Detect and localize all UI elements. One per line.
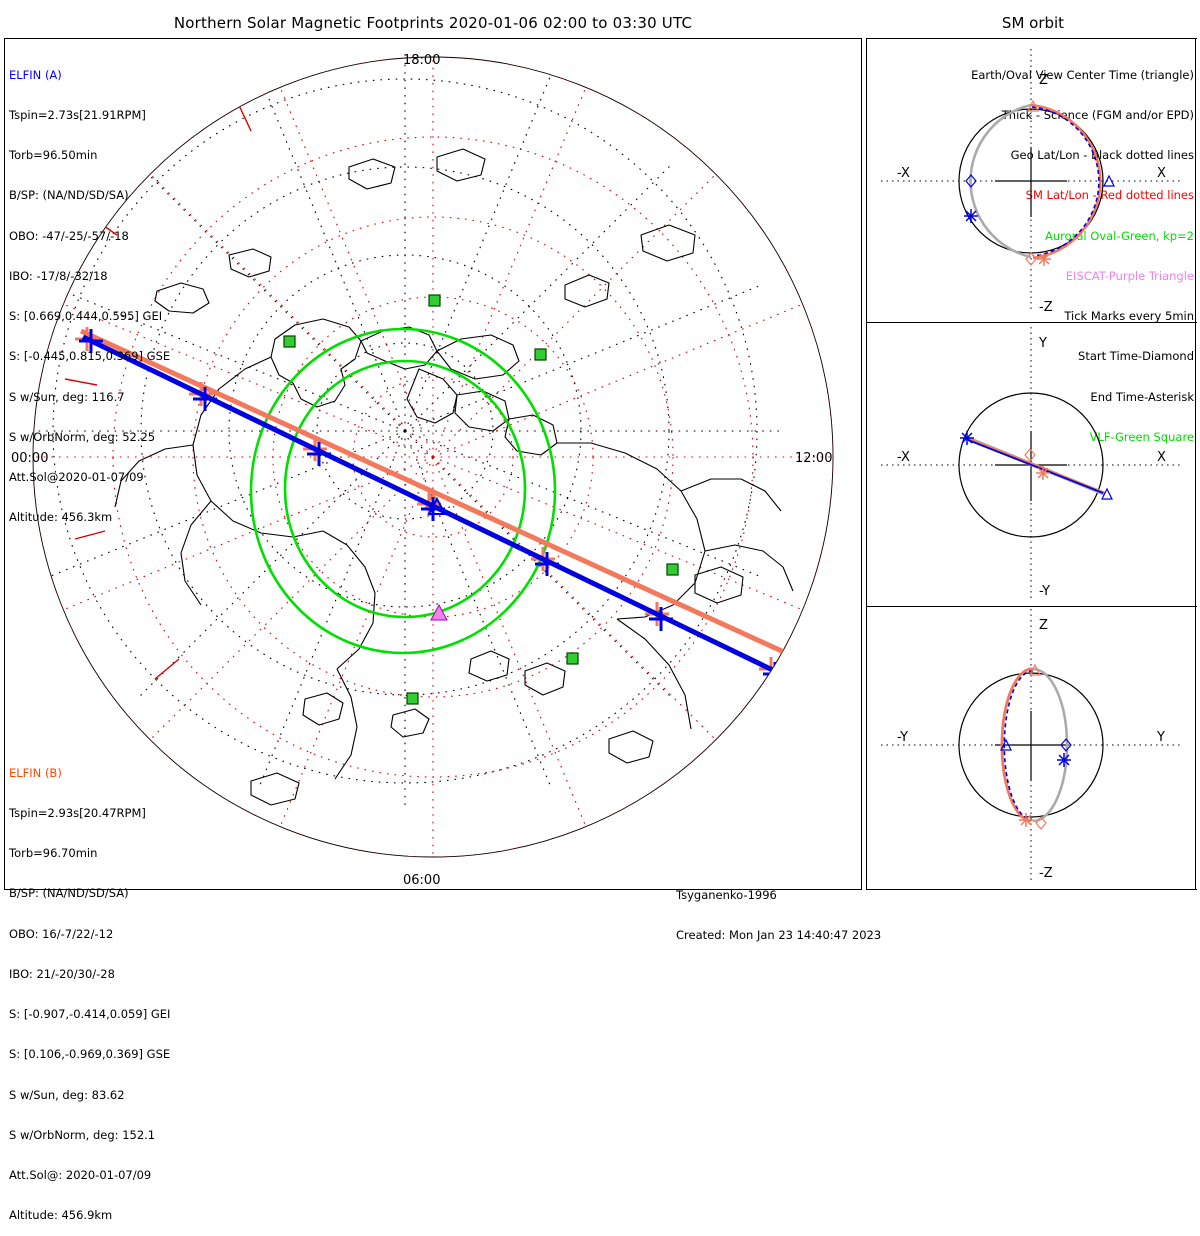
legend-entry-3: SM Lat/Lon - Red dotted lines	[1025, 188, 1194, 203]
footer-text: Tsyganenko-1996 Created: Mon Jan 23 14:4…	[676, 862, 881, 956]
orbit-xz-diamond-left	[965, 174, 977, 188]
orbit-yz-asterisk-b	[1019, 813, 1033, 827]
end-time-asterisk-a	[829, 690, 833, 708]
spacecraft-b-line-8: S w/OrbNorm, deg: 152.1	[9, 1127, 156, 1142]
orbit-yz-diamond-right	[1060, 738, 1072, 752]
orbit-xy-label-up: Y	[1038, 336, 1047, 351]
sm-orbit-panel-xz[interactable]: Z -Z -X X	[867, 38, 1197, 322]
spacecraft-a-info: ELFIN (A) Tspin=2.73s[21.91RPM] Torb=96.…	[9, 42, 170, 538]
orbit-xz-trace-grey	[969, 103, 1032, 259]
mlt-label-left: 00:00	[11, 451, 48, 466]
center-time-triangle-a	[427, 496, 447, 515]
spacecraft-a-name: ELFIN (A)	[9, 67, 62, 82]
orbit-xy-label-right: X	[1157, 450, 1166, 465]
legend-entry-0: Earth/Oval View Center Time (triangle)	[971, 67, 1194, 82]
orbit-xz-label-up: Z	[1039, 73, 1048, 88]
orbit-yz-trace-a	[1003, 670, 1034, 821]
legend-entry-5: EISCAT-Purple Triangle	[1065, 268, 1194, 283]
orbit-xy-label-left: -X	[897, 450, 910, 465]
orbit-xz-trace-b	[1030, 103, 1102, 260]
orbit-xz-label-down: -Z	[1039, 300, 1053, 315]
spacecraft-b-line-5: S: [-0.907,-0.414,0.059] GEI	[9, 1007, 171, 1022]
footprint-map-panel[interactable]: 18:00 00:00 12:00 06:00	[4, 38, 862, 890]
orbit-xz-asterisk-left	[964, 209, 978, 223]
spacecraft-b-line-0: Tspin=2.93s[20.47RPM]	[9, 806, 146, 821]
orbit-yz-trace-grey	[1032, 667, 1069, 823]
spacecraft-a-line-9: Att.Sol@2020-01-07/09	[9, 470, 144, 484]
spacecraft-a-line-2: B/SP: (NA/ND/SD/SA)	[9, 188, 129, 203]
orbit-xz-label-left: -X	[897, 166, 910, 181]
orbit-xy-diamond-start	[1024, 448, 1036, 462]
spacecraft-a-line-6: S: [-0.445,0.815,0.369] GSE	[9, 349, 171, 364]
orbit-xz-triangle-right	[1103, 174, 1115, 187]
orbit-xy-asterisk-b	[1036, 466, 1050, 480]
orbit-yz-asterisk	[1057, 753, 1071, 767]
spacecraft-a-line-1: Torb=96.50min	[9, 148, 98, 163]
legend-entry-6: Tick Marks every 5min	[1064, 309, 1194, 324]
orbit-xy-triangle-end	[1101, 487, 1113, 500]
orbit-xz-asterisk-bottom	[1037, 252, 1051, 266]
orbit-yz-label-left: -Y	[897, 730, 908, 745]
spacecraft-b-info: ELFIN (B) Tspin=2.93s[20.47RPM] Torb=96.…	[9, 740, 170, 1236]
sm-orbit-column: Z -Z -X X	[866, 38, 1197, 890]
spacecraft-b-line-9: Att.Sol@: 2020-01-07/09	[9, 1168, 152, 1182]
orbit-yz-triangle-top	[1029, 663, 1041, 676]
spacecraft-a-line-4: IBO: -17/8/-32/18	[9, 268, 108, 283]
spacecraft-b-name: ELFIN (B)	[9, 765, 62, 780]
auroral-oval-rings	[249, 327, 557, 655]
orbit-xy-asterisk-a	[960, 431, 974, 445]
model-name: Tsyganenko-1996	[676, 887, 777, 902]
orbit-yz-center-cross	[995, 711, 1067, 781]
orbit-xz-center-cross	[995, 147, 1067, 217]
mlt-label-right: 12:00	[795, 451, 832, 466]
spacecraft-a-line-5: S: [0.669,0.444,0.595] GEI	[9, 309, 163, 324]
spacecraft-b-line-2: B/SP: (NA/ND/SD/SA)	[9, 886, 129, 901]
orbit-panel-title: SM orbit	[1001, 14, 1065, 32]
spacecraft-b-line-6: S: [0.106,-0.969,0.369] GSE	[9, 1047, 171, 1062]
map-legend: Earth/Oval View Center Time (triangle) T…	[971, 42, 1194, 458]
orbit-yz-label-right: Y	[1156, 730, 1165, 745]
spacecraft-b-line-3: OBO: 16/-7/22/-12	[9, 926, 114, 941]
legend-entry-1: Thick - Science (FGM and/or EPD)	[1001, 108, 1194, 123]
legend-entry-9: VLF-Green Square	[1089, 429, 1194, 444]
legend-entry-2: Geo Lat/Lon - Black dotted lines	[1010, 148, 1194, 163]
spacecraft-a-line-3: OBO: -47/-25/-57/-18	[9, 228, 129, 243]
orbit-xz-trace-a	[1031, 106, 1100, 257]
orbit-yz-triangle-left	[1000, 738, 1012, 751]
vlf-site-markers	[283, 294, 679, 705]
spacecraft-a-line-0: Tspin=2.73s[21.91RPM]	[9, 108, 146, 123]
page-title: Northern Solar Magnetic Footprints 2020-…	[173, 14, 693, 32]
end-time-asterisk-b	[833, 665, 853, 685]
spacecraft-b-line-7: S w/Sun, deg: 83.62	[9, 1087, 125, 1102]
view-center-triangle-a	[829, 686, 833, 708]
orbit-xy-trace-a	[967, 439, 1104, 494]
mlt-label-top: 18:00	[403, 53, 440, 68]
coastline-outlines	[114, 148, 794, 806]
footprint-map-svg: 18:00 00:00 12:00 06:00	[11, 53, 853, 888]
orbit-yz-trace-b	[1000, 667, 1034, 823]
sm-orbit-panel-yz[interactable]: Z -Z -Y Y	[867, 606, 1197, 890]
orbit-xy-label-down: -Y	[1039, 584, 1050, 599]
mlt-label-bottom: 06:00	[403, 873, 440, 888]
orbit-yz-label-up: Z	[1039, 618, 1048, 633]
orbit-xz-triangle-top	[1027, 99, 1039, 112]
orbit-xy-earth-circle	[958, 392, 1104, 538]
orbit-yz-label-down: -Z	[1039, 866, 1053, 881]
eiscat-site-marker	[430, 603, 448, 621]
created-stamp: Created: Mon Jan 23 14:40:47 2023	[676, 928, 882, 943]
legend-entry-7: Start Time-Diamond	[1078, 349, 1194, 364]
orbit-xz-label-right: X	[1157, 166, 1166, 181]
spacecraft-b-line-4: IBO: 21/-20/30/-28	[9, 966, 115, 981]
orbit-yz-diamond-bottom	[1035, 816, 1047, 830]
spacecraft-b-line-1: Torb=96.70min	[9, 846, 98, 861]
spacecraft-b-line-10: Altitude: 456.9km	[9, 1208, 113, 1223]
legend-entry-8: End Time-Asterisk	[1090, 389, 1194, 404]
spacecraft-a-line-8: S w/OrbNorm, deg: 52.25	[9, 429, 156, 444]
spacecraft-a-line-10: Altitude: 456.3km	[9, 510, 113, 525]
sm-orbit-panel-xy[interactable]: Y -Y -X X	[867, 322, 1197, 606]
orbit-xz-diamond-bottom	[1025, 252, 1037, 266]
spacecraft-a-line-7: S w/Sun, deg: 116.7	[9, 389, 125, 404]
geo-meridian-grid	[33, 57, 783, 809]
legend-entry-4: Auroral Oval-Green, kp=2	[1044, 228, 1194, 243]
